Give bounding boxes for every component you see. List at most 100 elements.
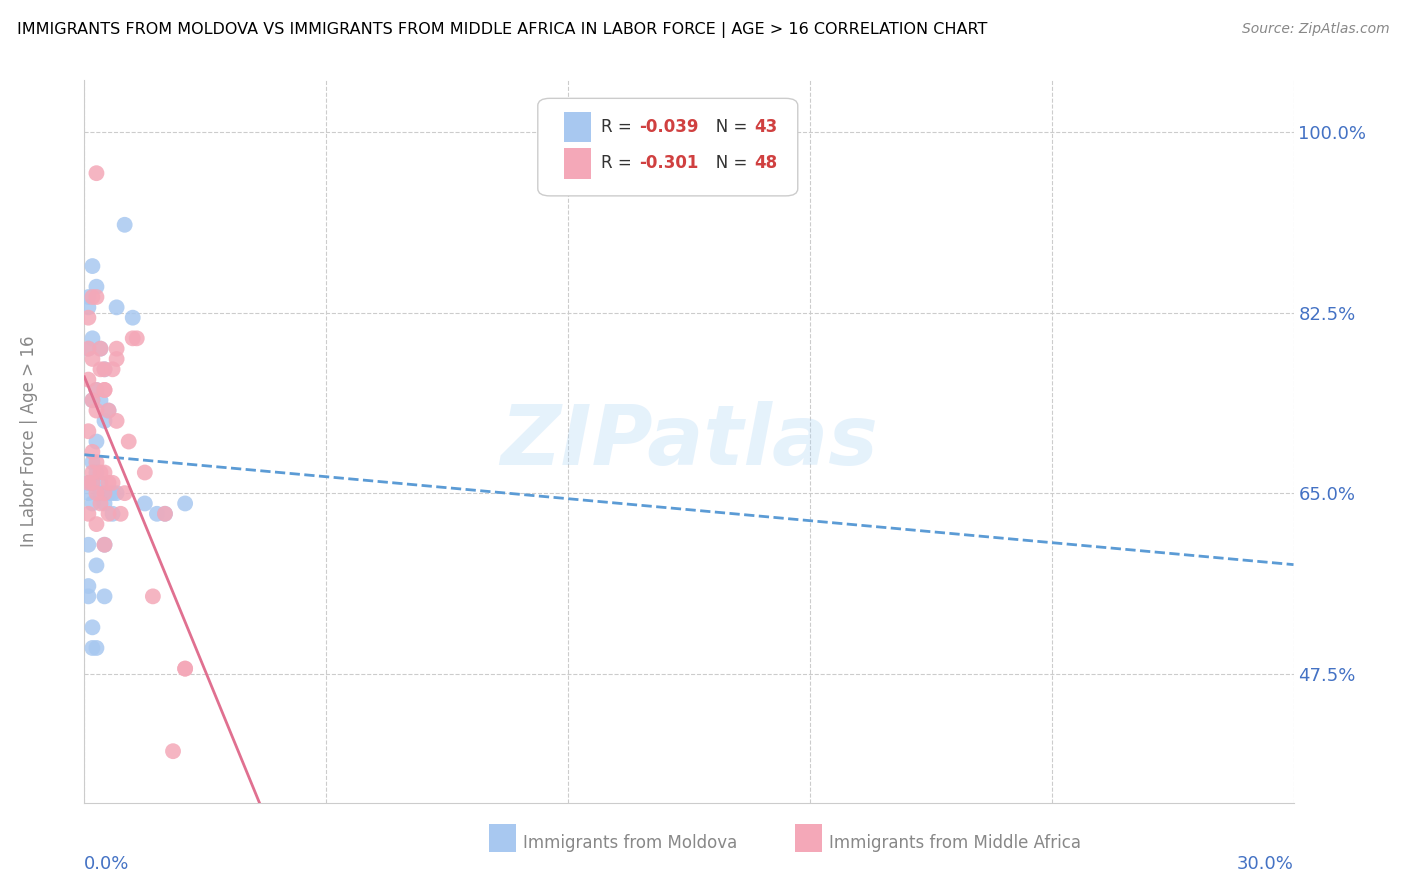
Point: [153, 507, 176, 521]
Point: [162, 744, 184, 758]
Point: [101, 507, 124, 521]
Y-axis label: In Labor Force | Age > 16: In Labor Force | Age > 16: [21, 335, 38, 548]
Point: [93, 590, 115, 604]
Text: 0.0%: 0.0%: [84, 855, 129, 872]
Point: [93, 466, 115, 480]
Bar: [489, 824, 516, 852]
Point: [93, 496, 115, 510]
FancyBboxPatch shape: [538, 98, 797, 196]
Point: [89, 342, 111, 356]
Point: [86, 383, 108, 397]
Point: [77, 290, 100, 304]
Point: [86, 455, 108, 469]
Point: [121, 331, 143, 345]
Text: N =: N =: [700, 119, 752, 136]
Point: [174, 496, 197, 510]
Point: [134, 496, 156, 510]
Point: [86, 383, 108, 397]
Point: [82, 393, 104, 408]
Point: [114, 486, 136, 500]
Point: [125, 331, 148, 345]
Point: [82, 445, 104, 459]
Text: R =: R =: [600, 119, 637, 136]
Point: [89, 475, 111, 490]
Text: Immigrants from Middle Africa: Immigrants from Middle Africa: [830, 833, 1081, 852]
Point: [89, 362, 111, 376]
Point: [134, 466, 156, 480]
Point: [77, 507, 100, 521]
Point: [86, 290, 108, 304]
Point: [82, 331, 104, 345]
Point: [101, 475, 124, 490]
Point: [93, 538, 115, 552]
Point: [105, 486, 128, 500]
Text: 48: 48: [754, 154, 778, 172]
Point: [77, 475, 100, 490]
Point: [77, 310, 100, 325]
Point: [86, 517, 108, 532]
Point: [82, 475, 104, 490]
Text: R =: R =: [600, 154, 637, 172]
Point: [93, 486, 115, 500]
Point: [97, 403, 120, 417]
Point: [82, 290, 104, 304]
Point: [82, 259, 104, 273]
Point: [93, 414, 115, 428]
Text: Source: ZipAtlas.com: Source: ZipAtlas.com: [1241, 22, 1389, 37]
Text: IMMIGRANTS FROM MOLDOVA VS IMMIGRANTS FROM MIDDLE AFRICA IN LABOR FORCE | AGE > : IMMIGRANTS FROM MOLDOVA VS IMMIGRANTS FR…: [17, 22, 987, 38]
Point: [105, 351, 128, 366]
Point: [77, 301, 100, 315]
Point: [77, 475, 100, 490]
Point: [86, 403, 108, 417]
Text: -0.039: -0.039: [640, 119, 699, 136]
Point: [105, 301, 128, 315]
Point: [77, 342, 100, 356]
Point: [82, 640, 104, 655]
Point: [174, 662, 197, 676]
Text: Immigrants from Moldova: Immigrants from Moldova: [523, 833, 738, 852]
Point: [93, 362, 115, 376]
Point: [110, 507, 132, 521]
Point: [89, 486, 111, 500]
Point: [77, 342, 100, 356]
Point: [97, 486, 120, 500]
Text: -0.301: -0.301: [640, 154, 699, 172]
Text: N =: N =: [700, 154, 752, 172]
Text: 30.0%: 30.0%: [1237, 855, 1294, 872]
Point: [97, 507, 120, 521]
Bar: [796, 824, 823, 852]
Point: [93, 383, 115, 397]
Point: [82, 496, 104, 510]
Point: [82, 620, 104, 634]
Point: [89, 466, 111, 480]
Point: [86, 466, 108, 480]
Point: [86, 279, 108, 293]
Point: [97, 475, 120, 490]
Point: [174, 662, 197, 676]
Point: [77, 486, 100, 500]
Point: [82, 455, 104, 469]
Text: ZIPatlas: ZIPatlas: [501, 401, 877, 482]
Point: [82, 475, 104, 490]
Point: [77, 538, 100, 552]
Point: [153, 507, 176, 521]
Point: [77, 590, 100, 604]
Point: [101, 486, 124, 500]
Point: [77, 373, 100, 387]
Point: [105, 414, 128, 428]
Point: [105, 342, 128, 356]
Point: [93, 362, 115, 376]
Bar: [564, 112, 591, 143]
Point: [101, 362, 124, 376]
Point: [93, 383, 115, 397]
Point: [86, 434, 108, 449]
Point: [89, 342, 111, 356]
Point: [89, 393, 111, 408]
Bar: [564, 148, 591, 178]
Point: [86, 486, 108, 500]
Point: [82, 466, 104, 480]
Point: [77, 579, 100, 593]
Point: [89, 496, 111, 510]
Point: [86, 640, 108, 655]
Point: [146, 507, 169, 521]
